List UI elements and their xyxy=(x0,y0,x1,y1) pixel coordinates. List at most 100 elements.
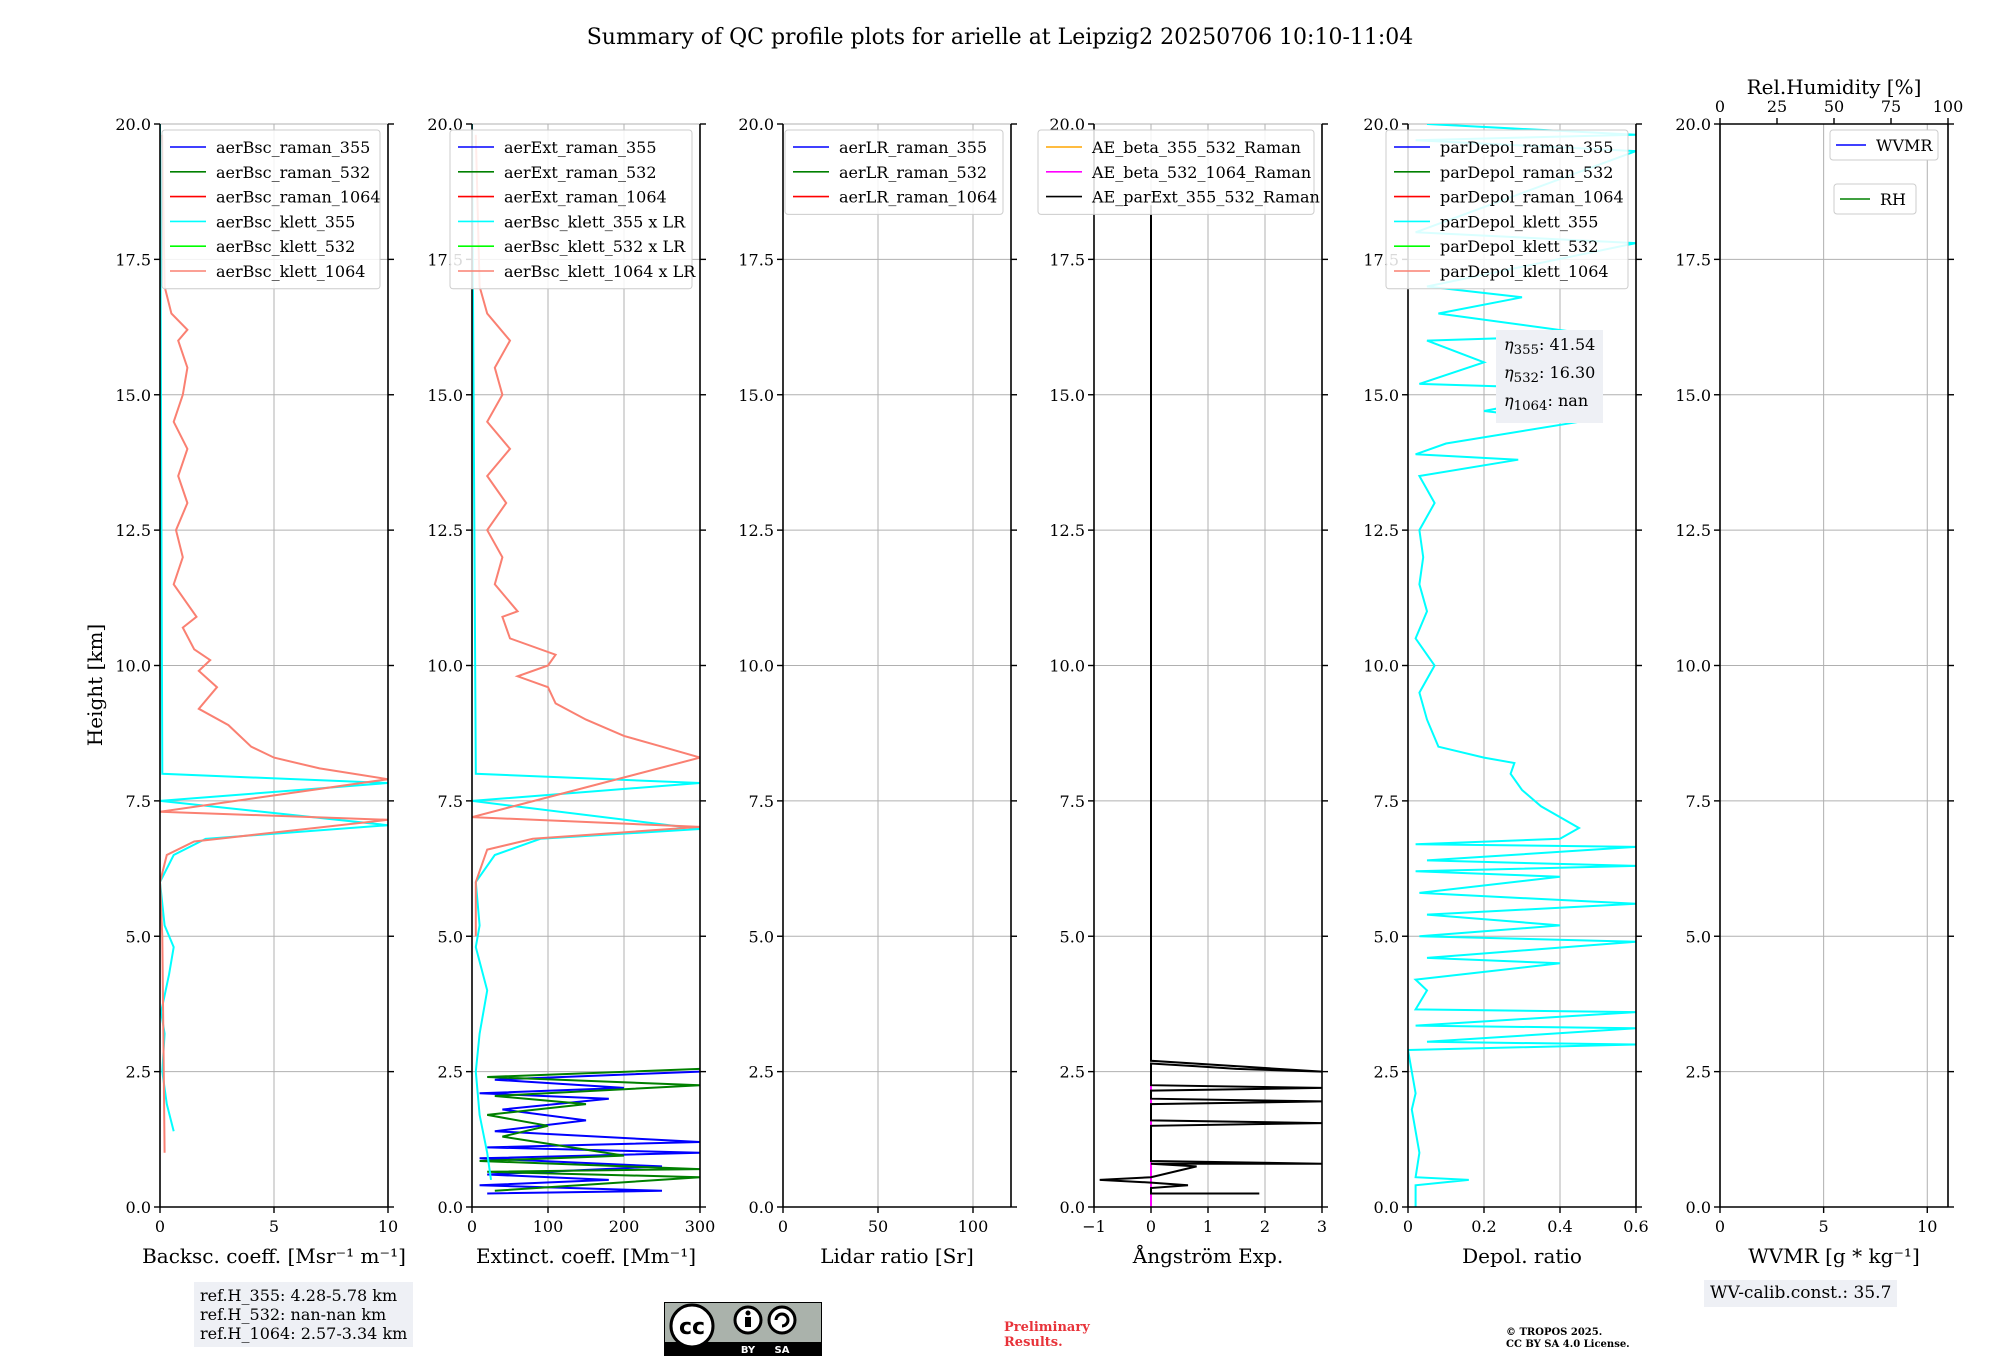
x-tick-label: 0 xyxy=(1146,1217,1156,1236)
y-tick-label: 10.0 xyxy=(115,657,151,676)
x-tick-label: 0 xyxy=(1403,1217,1413,1236)
legend-label: aerLR_raman_1064 xyxy=(839,188,997,207)
eta-355: η355: 41.54 xyxy=(1504,335,1596,359)
x-tick-label: 300 xyxy=(685,1217,716,1236)
x-tick-label: −1 xyxy=(1082,1217,1106,1236)
legend-label: aerBsc_klett_1064 x LR xyxy=(504,262,696,281)
y-tick-label: 15.0 xyxy=(1363,386,1399,405)
y-tick-label: 5.0 xyxy=(1686,927,1711,946)
x-axis-label: Backsc. coeff. [Msr⁻¹ m⁻¹] xyxy=(142,1244,406,1268)
x-tick-label: 100 xyxy=(958,1217,989,1236)
x-tick-label: 10 xyxy=(378,1217,398,1236)
y-tick-label: 10.0 xyxy=(738,657,774,676)
legend-box xyxy=(1037,129,1315,215)
y-tick-label: 20.0 xyxy=(1675,115,1711,134)
ref-height-1064: ref.H_1064: 2.57-3.34 km xyxy=(200,1324,408,1343)
legend-label: AE_beta_355_532_Raman xyxy=(1091,138,1301,157)
x2-tick-label: 100 xyxy=(1933,97,1964,116)
legend-label: aerBsc_klett_532 x LR xyxy=(504,237,686,256)
y-tick-label: 15.0 xyxy=(1049,386,1085,405)
y-tick-label: 10.0 xyxy=(1675,657,1711,676)
ref-height-532: ref.H_532: nan-nan km xyxy=(200,1305,387,1324)
y-tick-label: 17.5 xyxy=(115,250,151,269)
x-tick-label: 5 xyxy=(1819,1217,1829,1236)
panels: 0.02.55.07.510.012.515.017.520.00 5 10Back… xyxy=(115,75,1963,1268)
y-tick-label: 7.5 xyxy=(126,792,151,811)
by-label: BY xyxy=(741,1345,756,1356)
x-tick-label: 200 xyxy=(609,1217,640,1236)
y-tick-label: 12.5 xyxy=(115,521,151,540)
series-line-ae-parext-355-532-raman xyxy=(1099,205,1322,1195)
x2-tick-label: 25 xyxy=(1767,97,1787,116)
legend-box xyxy=(449,129,693,290)
copyright-note: © TROPOS 2025. CC BY SA 4.0 License. xyxy=(1506,1327,1630,1350)
legend-label: aerBsc_klett_532 xyxy=(216,237,355,256)
x-axis-label: WVMR [g * kg⁻¹] xyxy=(1748,1244,1920,1268)
x-tick-label: 100 xyxy=(533,1217,564,1236)
legend-label: RH xyxy=(1880,190,1906,209)
x-axis-label: Ångström Exp. xyxy=(1132,1243,1283,1268)
x-axis-label: Depol. ratio xyxy=(1462,1244,1582,1268)
legend-label: AE_beta_532_1064_Raman xyxy=(1091,163,1311,182)
y-tick-label: 0.0 xyxy=(126,1198,151,1217)
x-axis-label: Extinct. coeff. [Mm⁻¹] xyxy=(476,1244,696,1268)
legend-label: aerLR_raman_355 xyxy=(839,138,987,157)
y-tick-label: 2.5 xyxy=(438,1063,463,1082)
legend-box xyxy=(1385,129,1629,290)
x-tick-label: 0.2 xyxy=(1471,1217,1496,1236)
legend-label: aerExt_raman_532 xyxy=(504,163,657,182)
x-tick-label: 0.6 xyxy=(1623,1217,1648,1236)
svg-text:cc: cc xyxy=(679,1315,705,1340)
y-tick-label: 5.0 xyxy=(1374,927,1399,946)
panel-3: 0.0 2.5 5.0 7.5 10.0 12.5 15.0 17.5 20.0 0 50 100 Li… xyxy=(738,115,1017,1268)
wv-calibration-box: WV-calib.const.: 35.7 xyxy=(1704,1280,1898,1307)
series-line-aerbsc-klett-1064 xyxy=(160,134,388,1153)
y-tick-label: 12.5 xyxy=(1675,521,1711,540)
y-tick-label: 12.5 xyxy=(1049,521,1085,540)
sa-label: SA xyxy=(775,1345,790,1356)
y-tick-label: 2.5 xyxy=(1686,1063,1711,1082)
series-line-aerbsc-klett-1064-x-lr xyxy=(472,134,700,937)
ref-height-355: ref.H_355: 4.28-5.78 km xyxy=(200,1286,398,1305)
x-tick-label: 50 xyxy=(868,1217,888,1236)
x-tick-label: 0 xyxy=(1715,1217,1725,1236)
legend-label: parDepol_raman_355 xyxy=(1440,138,1613,157)
y-tick-label: 2.5 xyxy=(1374,1063,1399,1082)
x-tick-label: 3 xyxy=(1317,1217,1327,1236)
panel-4: 0.0 2.5 5.0 7.5 10.0 12.5 15.0 17.5 20.0 −1 0 1 2 3 Ån… xyxy=(1037,115,1328,1268)
legend-box xyxy=(161,129,381,290)
preliminary-note: Preliminary Results. xyxy=(1004,1320,1090,1350)
y-tick-label: 17.5 xyxy=(738,250,774,269)
legend-label: aerBsc_klett_1064 xyxy=(216,262,365,281)
x-tick-label: 0 xyxy=(155,1217,165,1236)
y-tick-label: 7.5 xyxy=(749,792,774,811)
cc-icon xyxy=(669,1303,715,1349)
legend-label: aerBsc_raman_355 xyxy=(216,138,370,157)
legend-label: WVMR xyxy=(1876,136,1933,155)
x-tick-label: 0.4 xyxy=(1547,1217,1572,1236)
x2-tick-label: 0 xyxy=(1715,97,1725,116)
y-tick-label: 15.0 xyxy=(1675,386,1711,405)
y-tick-label: 12.5 xyxy=(427,521,463,540)
figure-title: Summary of QC profile plots for arielle … xyxy=(587,25,1414,50)
panel-2: 0.02.55.07.510.012.515.017.520.00 100 200 3… xyxy=(427,115,715,1268)
y-tick-label: 20.0 xyxy=(1049,115,1085,134)
legend-label: aerExt_raman_355 xyxy=(504,138,657,157)
eta-532: η532: 16.30 xyxy=(1504,363,1596,387)
legend-box xyxy=(1829,129,1939,161)
legend-label: aerBsc_raman_1064 xyxy=(216,188,381,207)
y-tick-label: 5.0 xyxy=(126,927,151,946)
y-tick-label: 20.0 xyxy=(738,115,774,134)
legend-label: parDepol_raman_532 xyxy=(1440,163,1613,182)
y-tick-label: 5.0 xyxy=(1060,927,1085,946)
y-tick-label: 17.5 xyxy=(1675,250,1711,269)
y-tick-label: 7.5 xyxy=(438,792,463,811)
x-tick-label: 1 xyxy=(1203,1217,1213,1236)
x2-axis-label: Rel.Humidity [%] xyxy=(1747,75,1922,99)
legend-label: parDepol_klett_532 xyxy=(1440,237,1598,256)
legend-label: parDepol_raman_1064 xyxy=(1440,188,1624,207)
x-axis-label: Lidar ratio [Sr] xyxy=(820,1244,974,1268)
legend-label: aerBsc_klett_355 xyxy=(216,212,355,231)
x-tick-label: 10 xyxy=(1917,1217,1937,1236)
